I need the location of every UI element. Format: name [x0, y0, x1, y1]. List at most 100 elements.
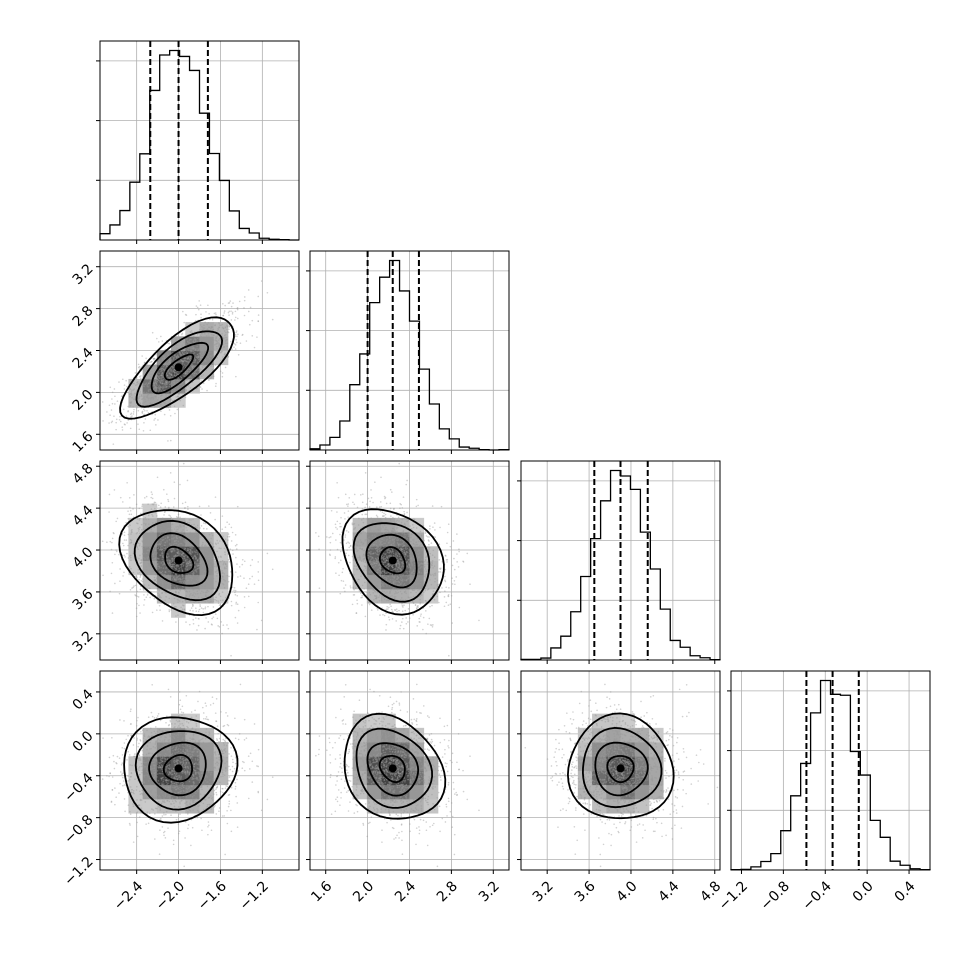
sample-point	[215, 339, 218, 342]
sample-point	[169, 373, 171, 375]
sample-point	[446, 561, 448, 563]
sample-point	[157, 379, 160, 381]
sample-point	[343, 587, 345, 589]
sample-point	[189, 587, 192, 590]
sample-point	[401, 550, 404, 553]
sample-point	[169, 414, 172, 417]
sample-point	[444, 580, 447, 583]
sample-point	[424, 576, 427, 578]
sample-point	[181, 360, 184, 363]
sample-point	[175, 339, 177, 341]
sample-point	[212, 354, 215, 357]
sample-point	[345, 552, 347, 555]
sample-point	[138, 382, 140, 385]
sample-point	[413, 557, 415, 560]
sample-point	[355, 548, 358, 551]
sample-point	[207, 329, 209, 331]
sample-point	[217, 341, 219, 344]
sample-point	[218, 547, 221, 549]
sample-point	[189, 576, 192, 579]
sample-point	[204, 332, 206, 335]
sample-point	[218, 321, 220, 324]
sample-point	[365, 503, 368, 505]
sample-point	[137, 530, 140, 532]
sample-point	[170, 584, 172, 587]
sample-point	[206, 328, 209, 330]
sample-point	[424, 563, 426, 566]
sample-point	[166, 540, 168, 543]
sample-point	[209, 355, 212, 357]
sample-point	[130, 567, 132, 570]
sample-point	[173, 390, 176, 393]
sample-point	[403, 544, 405, 547]
sample-point	[203, 567, 205, 569]
sample-point	[376, 569, 379, 571]
sample-point	[175, 621, 177, 623]
sample-point	[370, 517, 373, 520]
sample-point	[212, 375, 215, 378]
sample-point	[225, 549, 227, 551]
sample-point	[419, 615, 422, 617]
sample-point	[353, 568, 355, 570]
sample-point	[182, 360, 184, 363]
sample-point	[431, 626, 434, 628]
sample-point	[375, 582, 378, 585]
sample-point	[231, 531, 234, 534]
sample-point	[118, 418, 121, 421]
sample-point	[378, 524, 381, 526]
sample-point	[260, 619, 263, 622]
sample-point	[149, 378, 152, 381]
sample-point	[127, 533, 130, 536]
sample-point	[419, 601, 422, 604]
sample-point	[359, 557, 361, 559]
sample-point	[159, 403, 162, 405]
sample-point	[389, 578, 392, 581]
sample-point	[193, 372, 196, 375]
sample-point	[219, 560, 222, 563]
sample-point	[233, 589, 235, 592]
sample-point	[383, 561, 386, 564]
sample-point	[335, 572, 337, 574]
sample-point	[144, 524, 147, 526]
sample-point	[197, 356, 200, 359]
sample-point	[175, 347, 178, 350]
sample-point	[225, 336, 227, 339]
sample-point	[409, 554, 411, 557]
sample-point	[129, 388, 131, 390]
sample-point	[418, 552, 421, 554]
sample-point	[156, 609, 158, 611]
sample-point	[383, 576, 386, 579]
sample-point	[195, 369, 197, 371]
sample-point	[211, 326, 213, 328]
sample-point	[165, 365, 168, 368]
sample-point	[177, 550, 179, 552]
sample-point	[234, 310, 237, 313]
sample-point	[202, 350, 204, 353]
sample-point	[156, 564, 158, 566]
sample-point	[438, 543, 441, 545]
sample-point	[243, 577, 245, 579]
sample-point	[140, 398, 143, 400]
sample-point	[400, 548, 403, 551]
sample-point	[395, 536, 397, 539]
sample-point	[392, 552, 395, 555]
sample-point	[368, 530, 370, 533]
sample-point	[152, 368, 154, 370]
sample-point	[127, 405, 129, 408]
sample-point	[160, 368, 162, 371]
sample-point	[222, 624, 225, 626]
sample-point	[235, 375, 237, 378]
sample-point	[405, 617, 407, 619]
sample-point	[101, 401, 104, 403]
sample-point	[208, 312, 210, 315]
sample-point	[237, 333, 239, 336]
sample-point	[378, 569, 381, 572]
sample-point	[378, 506, 381, 508]
sample-point	[171, 575, 173, 577]
sample-point	[210, 560, 212, 563]
sample-point	[383, 557, 386, 560]
sample-point	[196, 361, 199, 364]
sample-point	[220, 324, 222, 327]
sample-point	[374, 520, 377, 522]
sample-point	[401, 543, 404, 545]
